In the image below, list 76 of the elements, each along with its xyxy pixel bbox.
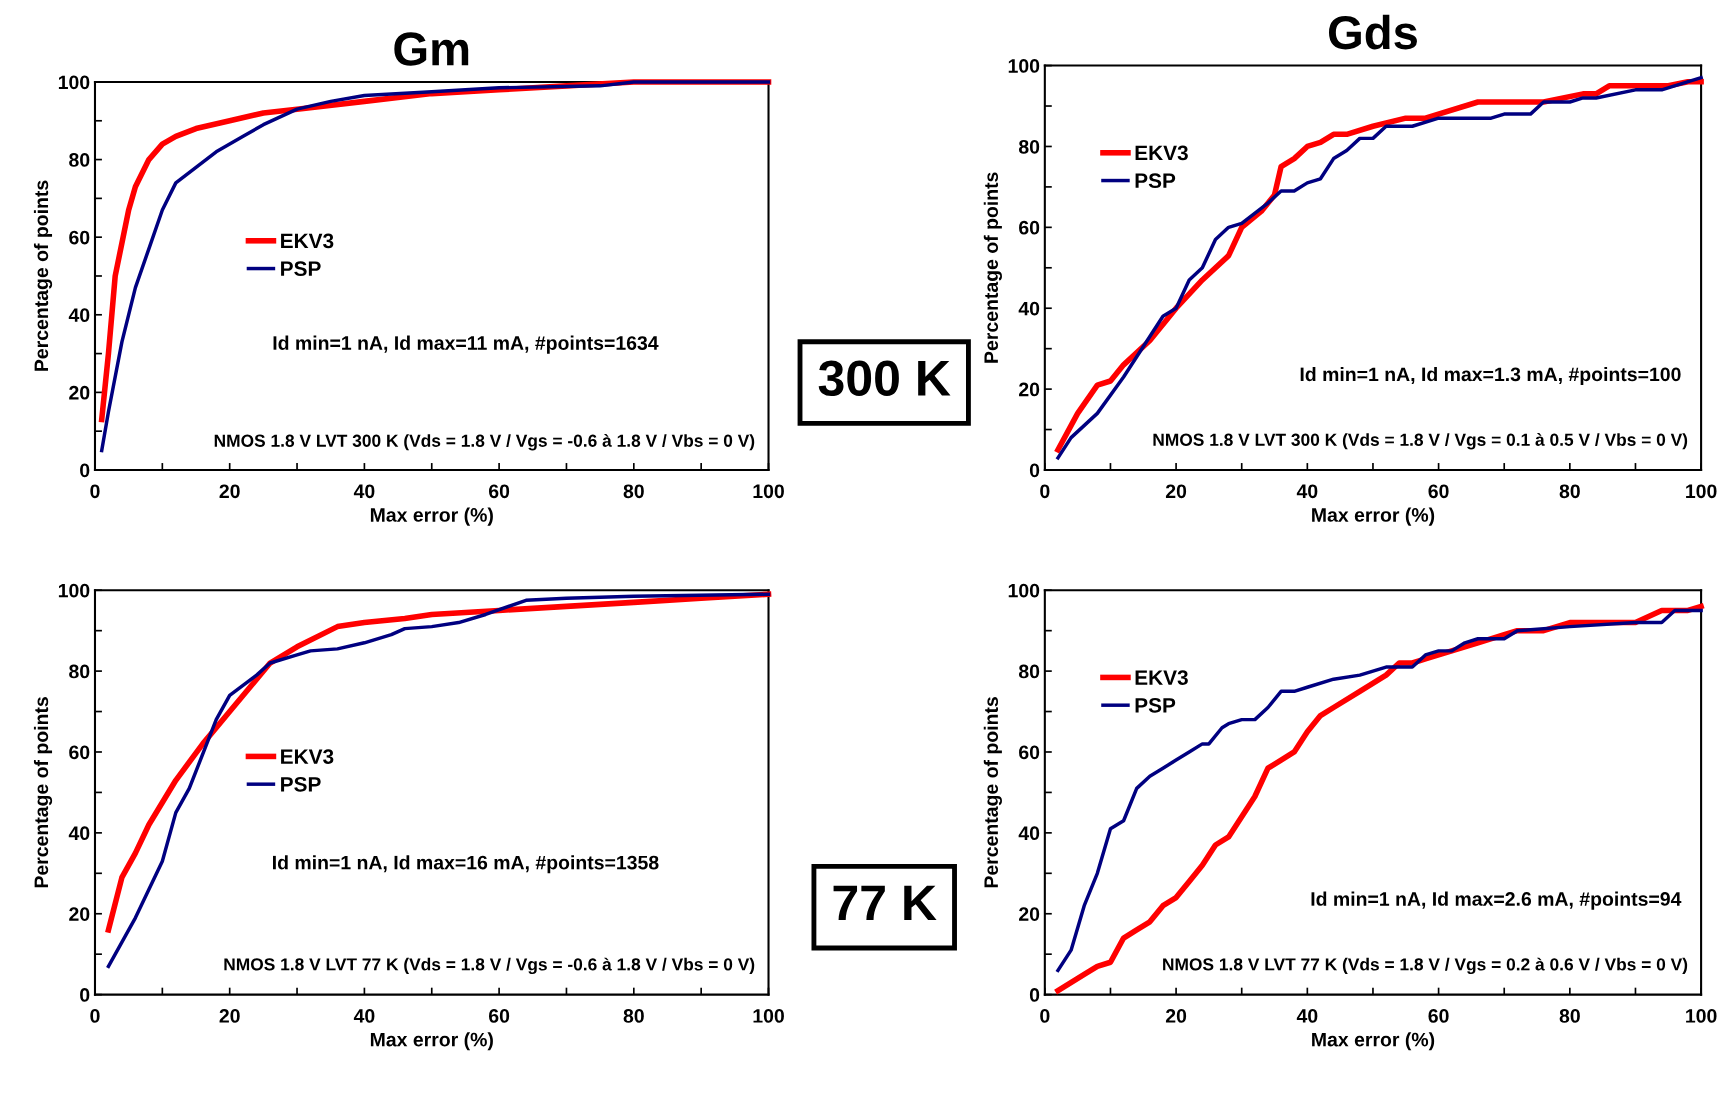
y-tick-label: 60 bbox=[1019, 220, 1040, 235]
y-tick-label: 80 bbox=[1018, 139, 1040, 154]
x-tick-label: 0 bbox=[90, 1009, 100, 1023]
y-axis-title: Percentage of points bbox=[33, 697, 53, 888]
chart-title: Gm bbox=[394, 32, 469, 66]
legend-label: EKV3 bbox=[281, 233, 334, 249]
x-tick-label: 100 bbox=[1686, 1009, 1717, 1023]
x-tick-label: 20 bbox=[219, 484, 240, 499]
annotation: Id min=1 nA, Id max=2.6 mA, #points=94 bbox=[1311, 891, 1682, 910]
y-tick-label: 80 bbox=[69, 664, 90, 679]
y-tick-label: 100 bbox=[58, 583, 90, 598]
annotation: NMOS 1.8 V LVT 300 K (Vds = 1.8 V / Vgs = 0.1 à 0.5 V / Vbs = 0 V) bbox=[1153, 432, 1688, 450]
y-tick-label: 100 bbox=[1008, 583, 1040, 598]
x-tick-label: 40 bbox=[353, 484, 375, 499]
y-tick-label: 20 bbox=[1019, 382, 1040, 397]
x-tick-label: 100 bbox=[753, 484, 784, 499]
y-tick-label: 0 bbox=[80, 988, 90, 1002]
legend-label: PSP bbox=[281, 776, 321, 792]
y-tick-label: 100 bbox=[58, 75, 90, 90]
x-tick-label: 60 bbox=[489, 1009, 510, 1023]
x-tick-label: 40 bbox=[1296, 1009, 1318, 1023]
x-axis-title: Max error (%) bbox=[1312, 1032, 1435, 1051]
x-tick-label: 80 bbox=[623, 1009, 644, 1023]
y-tick-label: 20 bbox=[69, 907, 90, 921]
text: 300 K bbox=[818, 360, 951, 397]
x-tick-label: 0 bbox=[90, 484, 100, 499]
y-tick-label: 0 bbox=[80, 463, 90, 478]
y-tick-label: 80 bbox=[69, 153, 90, 167]
legend-label: PSP bbox=[281, 261, 321, 277]
y-tick-label: 40 bbox=[1018, 826, 1040, 841]
annotation: NMOS 1.8 V LVT 77 K (Vds = 1.8 V / Vgs = -0.6 à 1.8 V / Vbs = 0 V) bbox=[224, 957, 755, 975]
y-tick-label: 40 bbox=[1018, 301, 1040, 316]
y-tick-label: 100 bbox=[1008, 59, 1040, 73]
x-tick-label: 80 bbox=[623, 484, 644, 499]
y-axis-title: Percentage of points bbox=[983, 697, 1002, 888]
x-tick-label: 40 bbox=[353, 1009, 375, 1023]
y-tick-label: 40 bbox=[68, 826, 90, 841]
y-tick-label: 20 bbox=[69, 385, 90, 400]
x-tick-label: 20 bbox=[219, 1009, 240, 1023]
annotation: NMOS 1.8 V LVT 300 K (Vds = 1.8 V / Vgs = -0.6 à 1.8 V / Vbs = 0 V) bbox=[214, 433, 755, 451]
x-tick-label: 40 bbox=[1296, 484, 1318, 499]
annotation: Id min=1 nA, Id max=1.3 mA, #points=100 bbox=[1300, 366, 1681, 386]
x-tick-label: 60 bbox=[1428, 1009, 1449, 1023]
y-tick-label: 0 bbox=[1029, 988, 1040, 1002]
legend-label: EKV3 bbox=[1135, 145, 1188, 161]
x-tick-label: 0 bbox=[1040, 484, 1050, 499]
x-tick-label: 0 bbox=[1040, 1009, 1050, 1023]
y-axis-title: Percentage of points bbox=[33, 180, 53, 371]
y-tick-label: 60 bbox=[69, 230, 90, 245]
x-tick-label: 100 bbox=[1686, 484, 1717, 499]
x-axis-title: Max error (%) bbox=[370, 507, 493, 526]
chart-title: Gds bbox=[1328, 14, 1417, 50]
x-tick-label: 100 bbox=[753, 1009, 784, 1023]
x-axis-title: Max error (%) bbox=[1312, 507, 1435, 526]
y-tick-label: 40 bbox=[68, 308, 90, 323]
x-tick-label: 80 bbox=[1559, 484, 1580, 499]
x-axis-title: Max error (%) bbox=[370, 1032, 493, 1051]
legend-label: EKV3 bbox=[281, 749, 334, 764]
x-tick-label: 20 bbox=[1165, 1009, 1187, 1023]
y-tick-label: 60 bbox=[69, 745, 90, 760]
x-tick-label: 60 bbox=[1428, 484, 1449, 499]
text: 77 K bbox=[833, 885, 937, 921]
legend-label: EKV3 bbox=[1135, 670, 1188, 685]
legend-label: PSP bbox=[1135, 697, 1176, 713]
x-tick-label: 60 bbox=[489, 484, 510, 499]
y-axis-title: Percentage of points bbox=[983, 172, 1002, 363]
legend-label: PSP bbox=[1135, 173, 1176, 189]
annotation: Id min=1 nA, Id max=16 mA, #points=1358 bbox=[273, 855, 659, 874]
y-tick-label: 80 bbox=[1018, 664, 1040, 679]
y-tick-label: 60 bbox=[1019, 745, 1040, 760]
annotation: Id min=1 nA, Id max=11 mA, #points=1634 bbox=[273, 335, 659, 354]
x-tick-label: 20 bbox=[1165, 484, 1187, 499]
x-tick-label: 80 bbox=[1559, 1009, 1580, 1023]
y-tick-label: 20 bbox=[1019, 907, 1040, 921]
y-tick-label: 0 bbox=[1029, 463, 1040, 478]
annotation: NMOS 1.8 V LVT 77 K (Vds = 1.8 V / Vgs = 0.2 à 0.6 V / Vbs = 0 V) bbox=[1163, 957, 1688, 975]
